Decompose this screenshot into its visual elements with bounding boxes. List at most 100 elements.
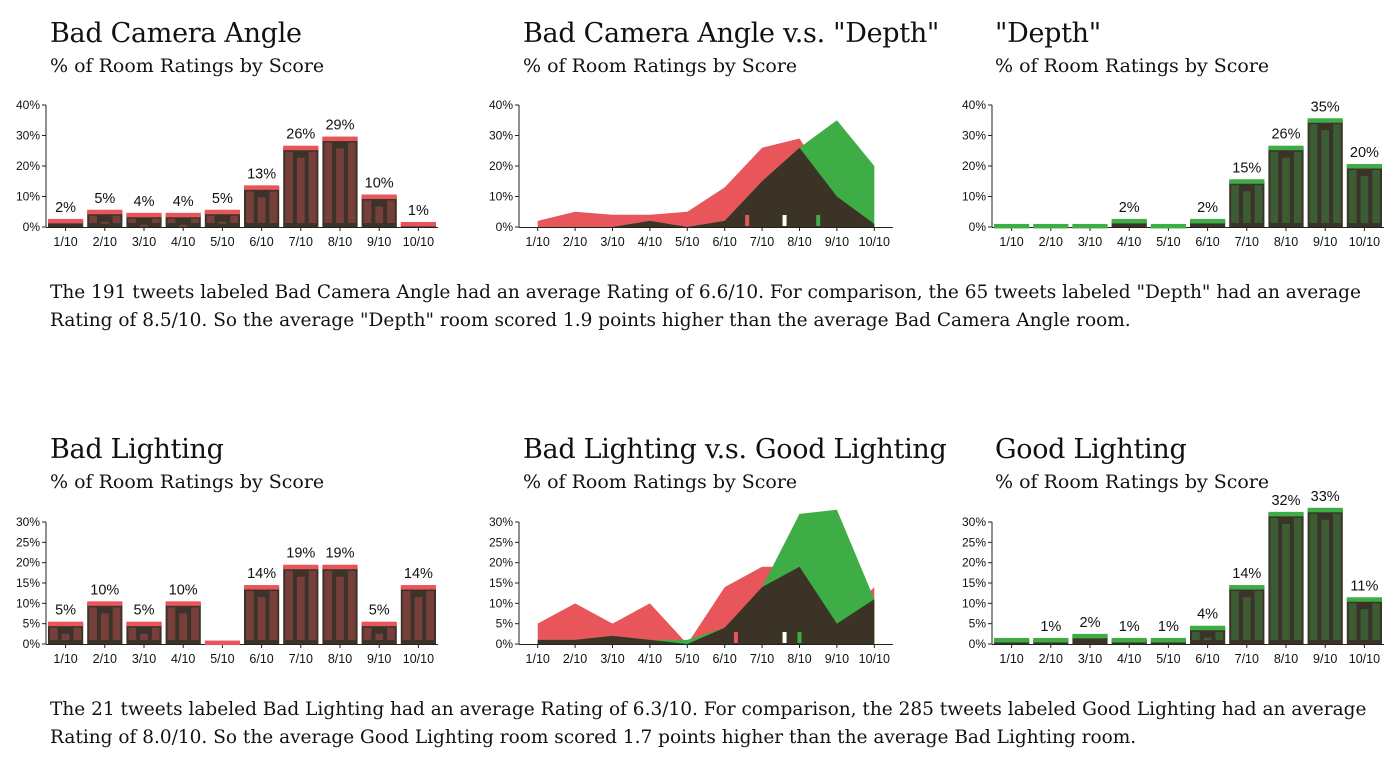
bar — [244, 187, 280, 227]
bar-texture — [206, 215, 215, 223]
bar-texture — [363, 200, 372, 223]
bar-texture — [1360, 609, 1369, 640]
bar-cap — [1229, 585, 1265, 590]
y-tick-label: 0% — [969, 220, 987, 234]
bar-texture — [1282, 157, 1290, 223]
chart-subtitle: % of Room Ratings by Score — [523, 55, 798, 77]
bar-texture — [1348, 170, 1357, 223]
x-tick-label: 2/10 — [93, 235, 117, 249]
bar-cap — [165, 601, 201, 606]
bar — [48, 623, 84, 644]
data-label: 26% — [1271, 127, 1300, 143]
data-label: 10% — [90, 582, 119, 598]
x-tick-label: 2/10 — [563, 652, 587, 666]
x-tick-label: 6/10 — [249, 235, 273, 249]
bar-texture — [128, 627, 137, 640]
data-label: 4% — [173, 194, 194, 210]
bar-texture — [387, 200, 395, 223]
data-label: 1% — [1119, 619, 1140, 635]
x-tick-label: 7/10 — [750, 235, 774, 249]
chart-title: "Depth" — [995, 18, 1101, 49]
chart-subtitle: % of Room Ratings by Score — [995, 55, 1270, 77]
data-label: 2% — [55, 200, 76, 216]
bar-texture — [375, 633, 384, 640]
y-tick-label: 5% — [969, 617, 987, 631]
y-tick-label: 30% — [489, 515, 513, 529]
x-tick-label: 5/10 — [210, 652, 234, 666]
x-tick-label: 8/10 — [328, 235, 352, 249]
bar-texture — [167, 607, 176, 640]
x-tick-label: 8/10 — [328, 652, 352, 666]
y-tick-label: 30% — [16, 129, 40, 143]
bar-cap — [87, 209, 123, 215]
bar-texture — [100, 221, 109, 224]
bar-texture — [296, 157, 305, 223]
average-marker-combined — [782, 632, 787, 643]
x-tick-label: 1/10 — [53, 652, 77, 666]
bar-texture — [191, 607, 199, 640]
average-marker-combined — [782, 215, 787, 226]
x-tick-label: 1/10 — [526, 235, 550, 249]
bar-cap — [87, 601, 123, 606]
x-tick-label: 3/10 — [1078, 235, 1102, 249]
bar-texture — [246, 191, 254, 223]
bar — [48, 220, 84, 227]
bar-cap — [48, 218, 84, 224]
x-tick-label: 7/10 — [289, 235, 313, 249]
data-label: 14% — [404, 566, 433, 582]
x-tick-label: 2/10 — [1039, 652, 1063, 666]
bar — [400, 587, 436, 644]
bar-cap — [1072, 223, 1108, 229]
x-tick-label: 2/10 — [93, 652, 117, 666]
x-tick-label: 6/10 — [249, 652, 273, 666]
bar-cap — [126, 621, 162, 627]
bar-cap — [204, 640, 240, 646]
data-label: 10% — [169, 582, 198, 598]
y-tick-label: 10% — [489, 190, 513, 204]
x-tick-label: 5/10 — [675, 652, 699, 666]
bar-texture — [1309, 513, 1318, 640]
bar-cap — [283, 145, 319, 151]
y-tick-label: 0% — [969, 637, 987, 651]
y-tick-label: 20% — [962, 556, 986, 570]
x-tick-label: 6/10 — [713, 652, 737, 666]
x-tick-label: 7/10 — [750, 652, 774, 666]
bar — [165, 214, 201, 227]
bar-texture — [151, 218, 160, 223]
bar-cap — [1150, 637, 1186, 643]
x-tick-label: 4/10 — [171, 652, 195, 666]
data-label: 4% — [1197, 607, 1218, 623]
data-label: 5% — [212, 191, 233, 207]
x-tick-label: 4/10 — [1117, 652, 1141, 666]
y-tick-label: 40% — [489, 98, 513, 112]
x-tick-label: 3/10 — [132, 652, 156, 666]
chart-title: Bad Lighting — [50, 434, 224, 465]
bar — [1190, 220, 1226, 227]
average-marker-good — [816, 215, 821, 226]
data-label: 14% — [247, 566, 276, 582]
bar — [1072, 635, 1108, 644]
bar-texture — [347, 570, 356, 640]
x-tick-label: 4/10 — [171, 235, 195, 249]
data-label: 5% — [369, 603, 390, 619]
bar-cap — [126, 212, 162, 218]
y-tick-label: 10% — [16, 190, 40, 204]
bar-texture — [112, 215, 121, 223]
y-tick-label: 20% — [962, 159, 986, 173]
data-label: 19% — [325, 546, 354, 562]
y-tick-label: 5% — [496, 617, 514, 631]
bar — [87, 211, 123, 227]
bar-texture — [1372, 603, 1380, 640]
bar-texture — [308, 151, 317, 223]
bar-texture — [1348, 603, 1357, 640]
bar-texture — [257, 197, 266, 223]
data-label: 15% — [1232, 160, 1261, 176]
data-label: 2% — [1197, 200, 1218, 216]
x-tick-label: 7/10 — [1235, 652, 1259, 666]
bar-cap — [1307, 118, 1343, 123]
bar-cap — [48, 621, 84, 627]
x-tick-label: 8/10 — [787, 652, 811, 666]
x-tick-label: 3/10 — [1078, 652, 1102, 666]
bar-cap — [994, 223, 1030, 229]
bar — [361, 196, 397, 227]
